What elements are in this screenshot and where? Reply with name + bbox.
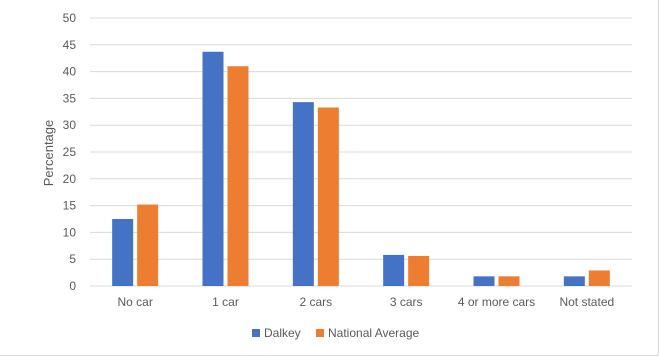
x-category-label: Not stated bbox=[559, 295, 614, 309]
y-tick-label: 15 bbox=[63, 199, 77, 213]
bar-dalkey-3 bbox=[383, 254, 405, 286]
y-tick-label: 30 bbox=[63, 118, 77, 132]
legend-label-0: Dalkey bbox=[264, 326, 301, 340]
bar-dalkey-2 bbox=[292, 102, 314, 286]
bar-national-average-5 bbox=[588, 270, 610, 286]
y-tick-label: 45 bbox=[63, 38, 77, 52]
legend-swatch-1 bbox=[316, 329, 324, 337]
legend: Dalkey National Average bbox=[252, 326, 420, 340]
y-tick-label: 35 bbox=[63, 91, 77, 105]
bar-national-average-0 bbox=[137, 204, 159, 286]
bar-dalkey-4 bbox=[473, 276, 495, 286]
gridlines bbox=[90, 17, 632, 287]
bar-national-average-4 bbox=[498, 276, 520, 286]
x-category-label: 3 cars bbox=[390, 295, 423, 309]
y-tick-label: 25 bbox=[63, 145, 77, 159]
x-category-label: 4 or more cars bbox=[458, 295, 535, 309]
legend-swatch-0 bbox=[252, 329, 260, 337]
y-tick-label: 5 bbox=[69, 252, 76, 266]
legend-label-1: National Average bbox=[328, 326, 420, 340]
x-category-label: 2 cars bbox=[299, 295, 332, 309]
y-axis-ticks: 0 5 10 15 20 25 30 35 40 45 50 bbox=[63, 11, 77, 293]
y-tick-label: 0 bbox=[69, 279, 76, 293]
x-category-label: 1 car bbox=[212, 295, 239, 309]
y-tick-label: 40 bbox=[63, 65, 77, 79]
bar-national-average-1 bbox=[227, 66, 249, 287]
y-tick-label: 20 bbox=[63, 172, 77, 186]
y-tick-label: 10 bbox=[63, 225, 77, 239]
bar-national-average-2 bbox=[317, 107, 339, 287]
x-category-label: No car bbox=[117, 295, 152, 309]
bar-dalkey-1 bbox=[202, 51, 224, 286]
bar-dalkey-5 bbox=[563, 276, 585, 286]
bars bbox=[112, 51, 610, 287]
bar-dalkey-0 bbox=[112, 219, 134, 286]
bar-national-average-3 bbox=[408, 255, 430, 286]
x-axis-labels: No car 1 car 2 cars 3 cars 4 or more cars Not… bbox=[117, 295, 614, 309]
y-axis-title: Percentage bbox=[41, 120, 56, 187]
y-tick-label: 50 bbox=[63, 11, 77, 25]
